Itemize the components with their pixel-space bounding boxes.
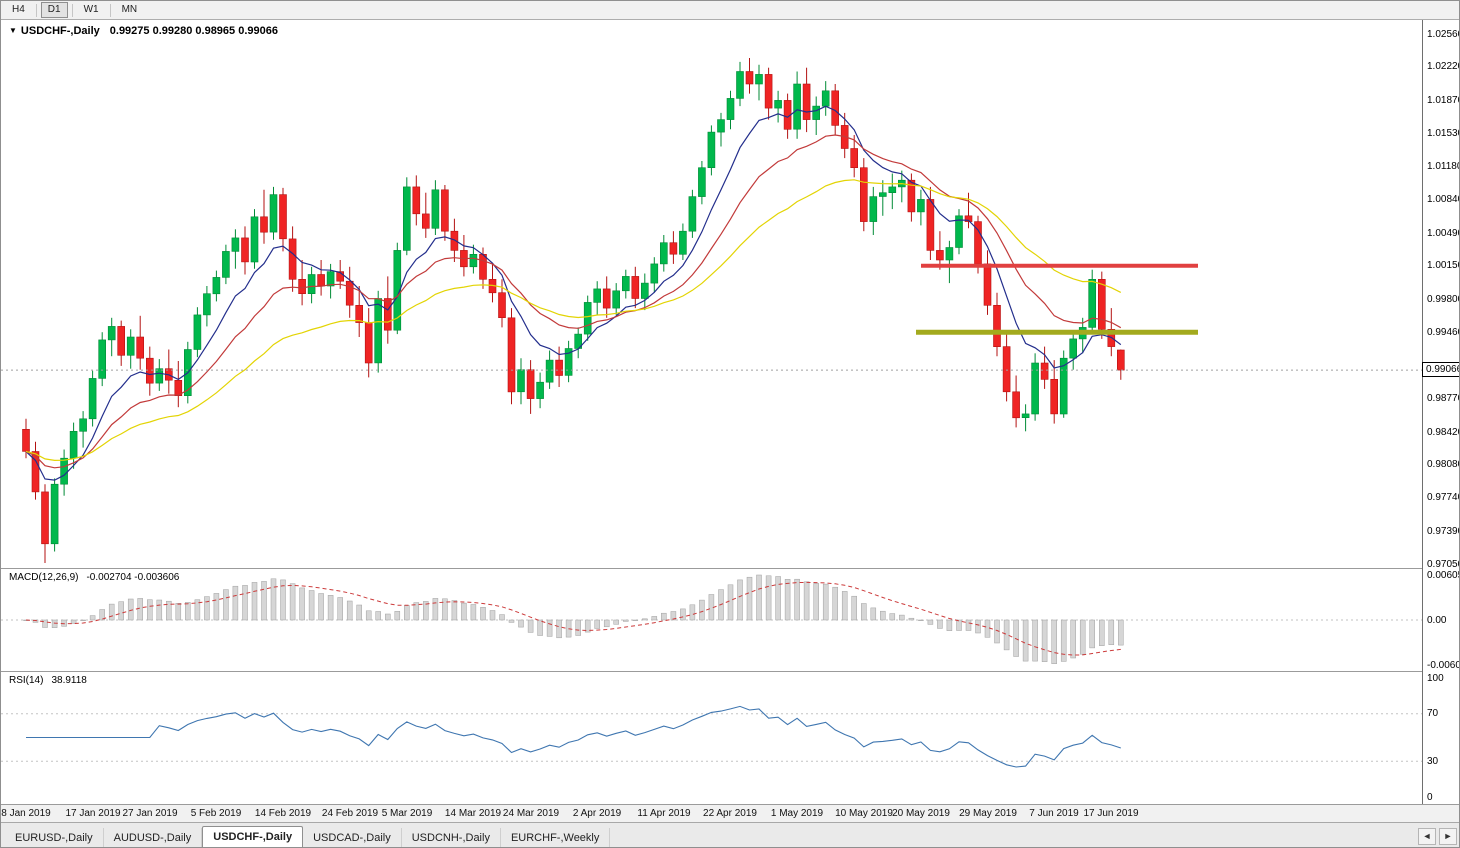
- macd-histogram: [23, 574, 1124, 664]
- timeframe-mn-button[interactable]: MN: [114, 2, 145, 18]
- time-axis-label: 10 May 2019: [835, 808, 893, 819]
- tab-usdcad-daily[interactable]: USDCAD-,Daily: [303, 828, 402, 847]
- timeframe-w1-button[interactable]: W1: [76, 2, 106, 18]
- price-axis-label: 0.97050: [1427, 558, 1460, 570]
- time-axis-label: 27 Jan 2019: [122, 808, 178, 819]
- rsi-canvas[interactable]: [1, 672, 1422, 803]
- tab-usdcnh-daily[interactable]: USDCNH-,Daily: [402, 828, 501, 847]
- down-triangle-icon[interactable]: ▼: [9, 26, 17, 35]
- macd-axis-label: -0.006096: [1427, 659, 1459, 671]
- price-axis-label: 1.01870: [1427, 94, 1460, 106]
- time-axis-label: 20 May 2019: [892, 808, 950, 819]
- time-axis-label: 7 Jun 2019: [1029, 808, 1079, 819]
- time-axis-label: 8 Jan 2019: [1, 808, 51, 819]
- rsi-line: [26, 705, 1121, 768]
- tab-scroll-arrows: ◄ ►: [1418, 828, 1457, 847]
- tab-eurusd-daily[interactable]: EURUSD-,Daily: [5, 828, 104, 847]
- time-axis-label: 1 May 2019: [770, 808, 824, 819]
- time-axis-label: 5 Mar 2019: [381, 808, 433, 819]
- tab-audusd-daily[interactable]: AUDUSD-,Daily: [104, 828, 203, 847]
- slow-ma-line: [25, 179, 1122, 462]
- fast-ma-line: [25, 105, 1122, 481]
- macd-values: -0.002704 -0.003606: [86, 572, 180, 583]
- pane-separator[interactable]: [1, 568, 1459, 569]
- tab-eurchf-weekly[interactable]: EURCHF-,Weekly: [501, 828, 611, 847]
- time-axis-label: 5 Feb 2019: [190, 808, 242, 819]
- toolbar-separator: [35, 3, 37, 17]
- price-axis-label: 1.01530: [1427, 127, 1460, 139]
- medium-ma-line: [25, 134, 1122, 469]
- time-axis-label: 17 Jun 2019: [1083, 808, 1139, 819]
- price-axis-label: 1.01180: [1427, 161, 1460, 173]
- price-axis-label: 0.99460: [1427, 326, 1460, 338]
- pane-separator[interactable]: [1, 671, 1459, 672]
- time-axis-label: 17 Jan 2019: [65, 808, 121, 819]
- timeframe-d1-button[interactable]: D1: [40, 2, 68, 18]
- time-axis-label: 22 Apr 2019: [703, 808, 757, 819]
- timeframe-toolbar: H4 D1 W1 MN: [1, 1, 1459, 20]
- price-axis-label: 0.99800: [1427, 294, 1460, 305]
- chart-tabs-bar: EURUSD-,Daily AUDUSD-,Daily USDCHF-,Dail…: [1, 822, 1459, 847]
- price-axis-label: 1.02560: [1427, 28, 1460, 40]
- macd-canvas[interactable]: [1, 569, 1422, 671]
- time-axis-label: 29 May 2019: [959, 808, 1017, 819]
- time-axis-label: 2 Apr 2019: [572, 808, 622, 819]
- price-axis-label: 1.02220: [1427, 61, 1460, 73]
- rsi-name: RSI(14): [9, 675, 44, 686]
- tab-usdchf-daily[interactable]: USDCHF-,Daily: [202, 826, 304, 847]
- moving-average-lines: [25, 105, 1122, 481]
- macd-indicator-label: MACD(12,26,9) -0.002704 -0.003606: [9, 572, 179, 583]
- toolbar-separator: [71, 3, 73, 17]
- time-axis-label: 11 Apr 2019: [637, 808, 691, 819]
- rsi-axis-label: 0: [1427, 791, 1433, 803]
- time-axis-label: 24 Mar 2019: [502, 808, 560, 819]
- tab-scroll-right-button[interactable]: ►: [1439, 828, 1457, 845]
- chart-ohlc-values: 0.99275 0.99280 0.98965 0.99066: [109, 25, 278, 37]
- price-axis-label: 0.98770: [1427, 393, 1460, 405]
- price-chart-canvas[interactable]: [1, 20, 1422, 568]
- rsi-axis-label: 100: [1427, 672, 1444, 684]
- time-axis[interactable]: 8 Jan 2019 17 Jan 2019 27 Jan 2019 5 Feb 20…: [1, 804, 1459, 822]
- time-axis-label: 14 Mar 2019: [444, 808, 502, 819]
- time-axis-label: 24 Feb 2019: [321, 808, 379, 819]
- price-axis[interactable]: 1.02560 1.02220 1.01870 1.01530 1.01180 1.008…: [1422, 20, 1460, 804]
- timeframe-h4-button[interactable]: H4: [5, 2, 32, 18]
- price-axis-label: 0.98420: [1427, 426, 1460, 438]
- price-axis-label: 1.00840: [1427, 193, 1460, 205]
- rsi-indicator-label: RSI(14) 38.9118: [9, 675, 87, 686]
- toolbar-separator: [109, 3, 111, 17]
- chart-symbol-label: USDCHF-,Daily: [20, 25, 100, 37]
- macd-axis-label: 0.006058: [1427, 569, 1459, 581]
- macd-axis-label: 0.00: [1427, 614, 1447, 626]
- macd-signal-line: [25, 581, 1121, 656]
- rsi-axis-label: 70: [1427, 708, 1439, 720]
- price-axis-label: 1.00490: [1427, 227, 1460, 239]
- tab-scroll-left-button[interactable]: ◄: [1418, 828, 1436, 845]
- current-price-tag: 0.99066: [1422, 362, 1459, 377]
- price-axis-label: 0.97390: [1427, 525, 1460, 537]
- rsi-value: 38.9118: [51, 675, 87, 686]
- chart-title: ▼ USDCHF-,Daily 0.99275 0.99280 0.98965 0.…: [9, 25, 278, 37]
- candles-layer: [22, 58, 1125, 563]
- rsi-axis-label: 30: [1427, 755, 1439, 767]
- price-axis-label: 0.98080: [1427, 459, 1460, 471]
- price-axis-label: 1.00150: [1427, 260, 1460, 272]
- price-axis-label: 0.97740: [1427, 492, 1460, 504]
- macd-name: MACD(12,26,9): [9, 572, 79, 583]
- time-axis-label: 14 Feb 2019: [254, 808, 312, 819]
